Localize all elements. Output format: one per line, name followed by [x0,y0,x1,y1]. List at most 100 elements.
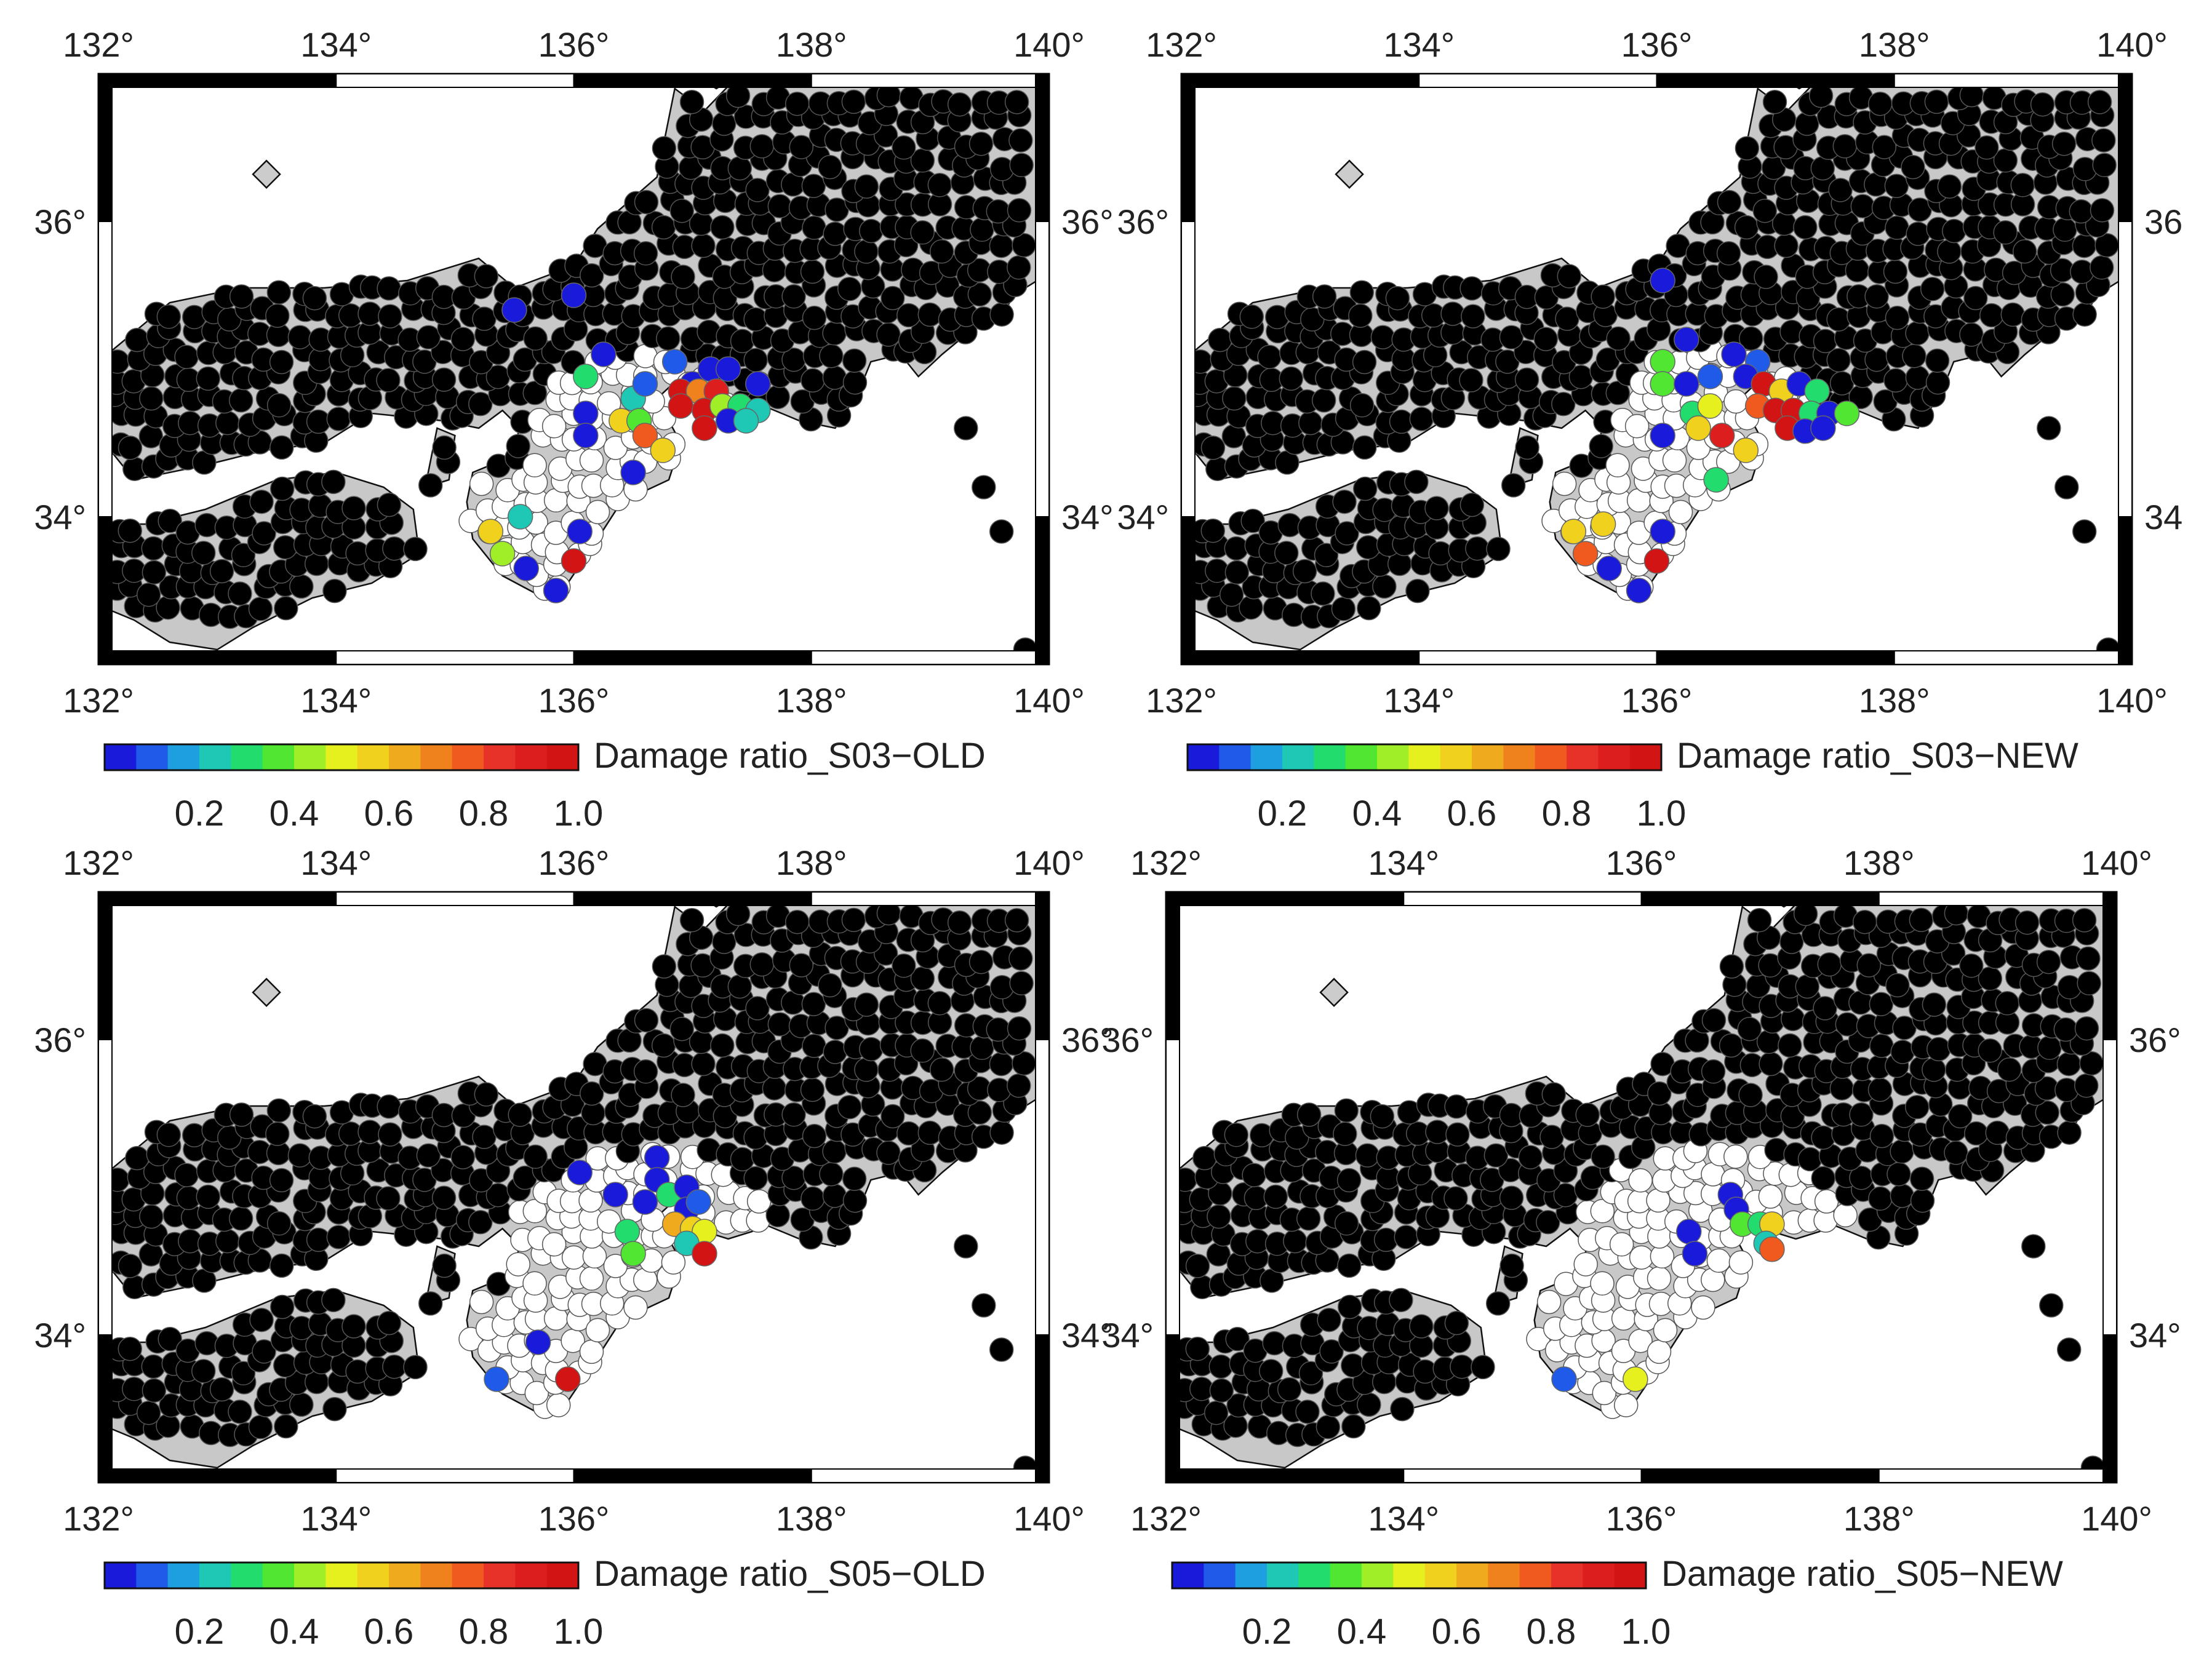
station-dot [432,1253,457,1278]
station-dot [2012,239,2037,264]
station-dot [302,1104,327,1129]
station-dot [1959,322,1984,347]
station-dot [1605,381,1631,405]
station-dot [1942,218,1966,244]
colorbar-tick: 0.8 [1542,794,1592,834]
colorbar-swatch [357,744,389,770]
station-dot [767,194,793,218]
frame-band [1403,891,1642,906]
colorbar-swatch [546,1562,579,1588]
station-dot [2037,1035,2062,1061]
colorbar-title: Damage ratio_S05−NEW [1661,1554,2063,1594]
damage-station-dot [692,1241,717,1267]
station-dot [2021,1234,2046,1259]
station-dot [306,409,331,434]
damage-station-dot [1572,541,1599,567]
station-dot [1357,595,1381,621]
station-dot [1444,1094,1469,1119]
station-dot [1890,1040,1915,1064]
station-dot [710,215,735,240]
station-dot [265,1121,290,1146]
station-dot [986,1017,1011,1042]
station-dot [138,424,164,448]
colorbar-swatch [136,744,169,770]
damage-station-dot [1697,364,1723,389]
station-dot [2074,1016,2099,1041]
station-dot [1887,1161,1911,1187]
colorbar-swatch [420,744,453,770]
station-dot [661,1250,686,1275]
station-dot [228,388,254,413]
lon-tick-bottom: 132° [1146,681,1217,720]
station-dot [880,1104,905,1129]
damage-station-dot [1804,378,1830,404]
colorbar-swatch [105,1562,137,1588]
colorbar-tick: 0.8 [459,1612,509,1652]
station-dot [1606,326,1631,351]
station-dot [1499,1253,1524,1278]
colorbar-swatch [1629,744,1662,770]
station-dot [1340,1353,1365,1378]
station-dot [1311,388,1336,413]
station-dot [2037,416,2061,440]
colorbar-swatch [420,1562,453,1588]
colorbar-swatch [1598,744,1631,770]
station-dot [1937,239,1962,264]
damage-station-dot [1759,1236,1785,1262]
station-dot [1206,1242,1231,1267]
station-dot [1628,1168,1653,1193]
station-dot [585,500,610,525]
station-dot [1985,1120,2010,1145]
station-dot [431,1185,457,1210]
lon-tick-bottom: 138° [776,681,847,720]
colorbar-swatch [1235,1562,1268,1588]
station-dot [1349,393,1375,418]
island-icon [252,977,281,1007]
lat-tick-right: 36° [1061,202,1114,241]
frame-band [335,1468,575,1483]
damage-station-dot [1650,349,1675,375]
station-dot [1716,241,1741,266]
station-dot [269,349,294,375]
station-dot [781,1102,806,1127]
station-dot [789,953,814,977]
frame-band [573,73,812,88]
station-dot [802,1123,827,1148]
station-dot [1739,326,1763,351]
station-dot [1444,1310,1469,1336]
station-dot [801,173,826,198]
lon-tick-top: 134° [1383,25,1455,64]
colorbar-swatch [231,744,263,770]
station-dot [1389,409,1414,434]
station-dot [1575,1102,1600,1127]
station-dot [1691,1295,1715,1320]
station-dot [634,1008,659,1033]
frame-band [810,73,1050,88]
station-dot [1719,954,1744,979]
station-dot [633,241,658,266]
colorbar-tick: 0.4 [1337,1612,1387,1652]
station-dot [972,1293,996,1318]
colorbar-tick: 1.0 [1637,794,1687,834]
station-dot [892,135,916,160]
station-dot [1924,89,1949,114]
station-dot [1872,135,1897,159]
station-dot [656,326,681,351]
station-dot [506,434,530,458]
station-dot [2074,1073,2099,1098]
frame-band [1656,73,1895,88]
station-dot [546,1393,571,1417]
damage-station-dot [1650,519,1675,544]
lon-tick-bottom: 136° [538,1499,610,1538]
station-dot [1239,305,1264,329]
station-dot [289,574,314,599]
station-dot [1719,1033,1744,1058]
damage-station-dot [1721,341,1747,367]
lon-tick-bottom: 138° [1843,1499,1915,1538]
station-dot [302,285,327,311]
station-dot [1450,1354,1474,1379]
station-dot [228,581,252,606]
station-dot [1409,407,1434,431]
station-dot [215,410,240,436]
colorbar-tick: 0.4 [1352,794,1402,834]
